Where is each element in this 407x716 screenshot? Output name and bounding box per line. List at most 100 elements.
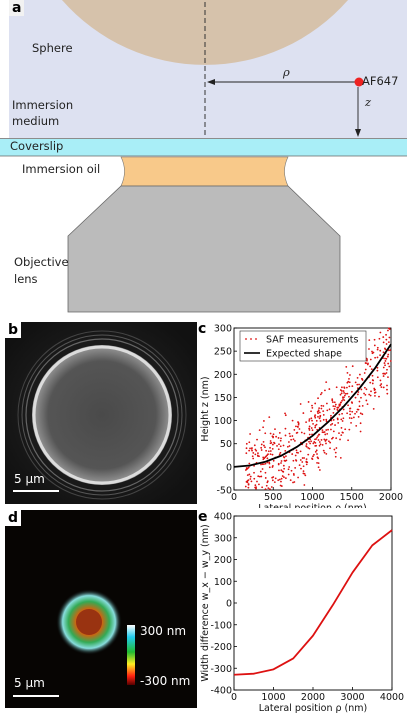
saf-point: [370, 368, 373, 371]
saf-point: [271, 447, 274, 450]
saf-point: [262, 456, 265, 459]
saf-point: [315, 438, 318, 440]
saf-point: [305, 445, 308, 447]
saf-point: [288, 441, 290, 443]
saf-point: [363, 386, 366, 389]
saf-point: [348, 417, 351, 419]
saf-point: [316, 436, 318, 439]
saf-point: [304, 474, 307, 477]
saf-point: [383, 362, 386, 364]
saf-point: [389, 360, 392, 362]
saf-point: [339, 393, 342, 396]
saf-point: [369, 358, 372, 361]
saf-point: [322, 410, 325, 413]
saf-point: [378, 395, 380, 398]
saf-point: [372, 351, 375, 354]
saf-point: [317, 466, 320, 469]
saf-point: [279, 451, 282, 454]
saf-point: [348, 428, 351, 431]
saf-point: [273, 441, 275, 444]
saf-point: [384, 360, 387, 362]
saf-point: [322, 414, 325, 416]
y-axis-label: Width difference w_x − w_y (nm): [200, 524, 211, 681]
saf-point: [348, 395, 350, 398]
saf-point: [280, 480, 282, 483]
saf-point: [317, 462, 320, 465]
saf-point: [318, 441, 321, 443]
saf-point: [305, 461, 308, 464]
saf-point: [324, 433, 327, 436]
saf-point: [319, 393, 322, 396]
saf-point: [312, 423, 314, 425]
saf-point: [337, 422, 340, 424]
saf-point: [278, 443, 280, 446]
saf-point: [359, 422, 362, 425]
saf-point: [333, 448, 336, 451]
saf-point: [257, 475, 260, 478]
saf-point: [323, 431, 326, 433]
saf-point: [247, 466, 250, 469]
saf-point: [254, 484, 257, 487]
saf-point: [330, 428, 332, 431]
y-tick-label: -400: [210, 686, 232, 697]
saf-point: [331, 401, 334, 404]
saf-point: [376, 346, 379, 349]
saf-point: [269, 450, 272, 452]
saf-point: [356, 376, 359, 379]
saf-point: [321, 444, 324, 446]
saf-point: [356, 393, 359, 396]
scale-bar-text: 5 µm: [14, 676, 45, 690]
panel-c: c 0500100015002000-50050100150200250300L…: [198, 322, 407, 508]
saf-point: [344, 392, 347, 395]
saf-point: [370, 390, 372, 393]
saf-point: [322, 449, 325, 452]
saf-point: [338, 403, 341, 406]
saf-point: [247, 483, 250, 485]
saf-point: [313, 453, 315, 456]
y-tick-label: 100: [214, 577, 232, 588]
saf-point: [302, 412, 305, 414]
saf-point: [259, 470, 262, 473]
saf-point: [282, 444, 285, 447]
saf-point: [349, 407, 352, 410]
saf-point: [250, 480, 253, 483]
saf-point: [261, 463, 264, 466]
saf-point: [325, 442, 327, 445]
saf-point: [339, 457, 342, 459]
saf-point: [315, 419, 318, 422]
saf-point: [263, 444, 265, 447]
saf-point: [387, 341, 390, 343]
saf-point: [302, 470, 305, 473]
saf-point: [264, 462, 267, 465]
saf-point: [255, 487, 257, 490]
saf-point: [292, 459, 295, 462]
legend-box: [239, 330, 367, 362]
saf-point: [361, 378, 364, 380]
saf-point: [336, 406, 339, 409]
saf-point: [277, 448, 280, 451]
saf-point: [316, 410, 319, 413]
saf-point: [300, 467, 302, 470]
saf-point: [266, 480, 269, 483]
saf-point: [366, 403, 369, 406]
saf-point: [334, 455, 337, 458]
saf-point: [348, 385, 351, 388]
saf-point: [295, 425, 297, 428]
saf-point: [374, 394, 376, 397]
saf-point: [331, 399, 334, 402]
saf-point: [340, 434, 343, 437]
y-tick-label: 100: [214, 416, 232, 427]
saf-point: [332, 436, 334, 439]
immersion-oil: [120, 156, 289, 187]
saf-point: [265, 449, 268, 452]
saf-point: [288, 445, 291, 447]
saf-point: [325, 452, 328, 455]
saf-point: [248, 473, 251, 476]
saf-point: [297, 476, 299, 479]
saf-point: [248, 449, 251, 452]
saf-point: [350, 417, 353, 420]
saf-point: [282, 470, 285, 473]
saf-point: [262, 463, 265, 466]
saf-point: [363, 372, 366, 374]
saf-point: [305, 463, 308, 466]
